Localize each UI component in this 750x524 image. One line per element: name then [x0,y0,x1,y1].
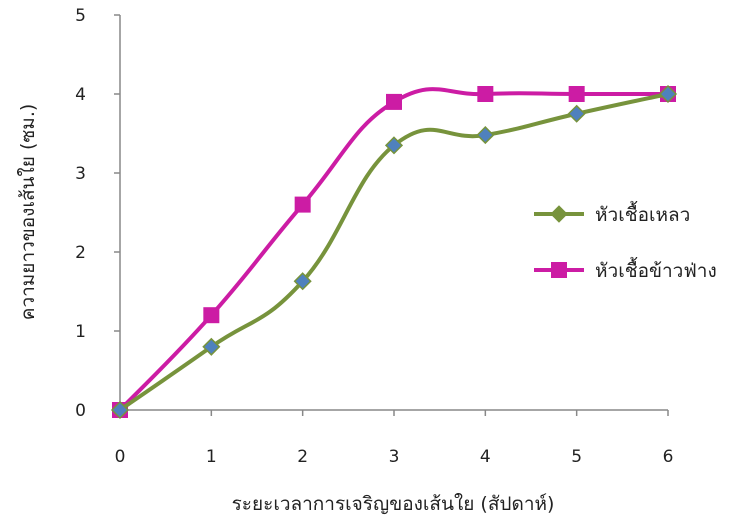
series-liquid-spawn [110,84,678,420]
data-point-square [568,86,585,102]
data-point-diamond [384,136,404,155]
y-tick-label: 1 [75,322,86,342]
data-point-diamond [658,84,678,104]
data-point-diamond [293,272,312,291]
legend-label: หัวเชื้อเหลว [595,201,690,226]
x-tick-label: 5 [571,447,582,467]
legend-marker-square [551,262,567,278]
y-tick-label: 4 [75,85,86,105]
data-point-diamond [202,337,221,356]
series-sorghum-spawn [112,86,676,418]
y-axis-title: ความยาวของเส้นใย (ซม.) [17,104,39,321]
data-point-square [386,93,402,110]
y-tick-label: 2 [75,243,86,263]
x-tick-label: 1 [206,447,217,467]
axes [119,15,668,411]
series-layer [110,84,678,420]
y-tick-label: 0 [75,401,86,421]
x-tick-label: 2 [297,447,308,467]
x-tick-label: 3 [389,447,400,467]
x-tick-label: 0 [115,447,126,467]
data-point-diamond [110,400,130,420]
legend-marker-diamond [550,205,568,223]
data-point-square [477,86,494,102]
x-tick-label: 6 [663,447,674,467]
tick-marks [114,14,669,416]
data-point-diamond [476,126,495,145]
data-point-square [294,196,311,213]
x-tick-label: 4 [480,447,491,467]
data-point-diamond [567,104,586,123]
data-point-square [203,307,220,324]
legend-label: หัวเชื้อข้าวฟ่าง [595,257,717,282]
y-tick-label: 3 [75,164,86,184]
x-axis-title: ระยะเวลาการเจริญของเส้นใย (สัปดาห์) [232,493,555,515]
y-tick-label: 5 [75,6,86,26]
